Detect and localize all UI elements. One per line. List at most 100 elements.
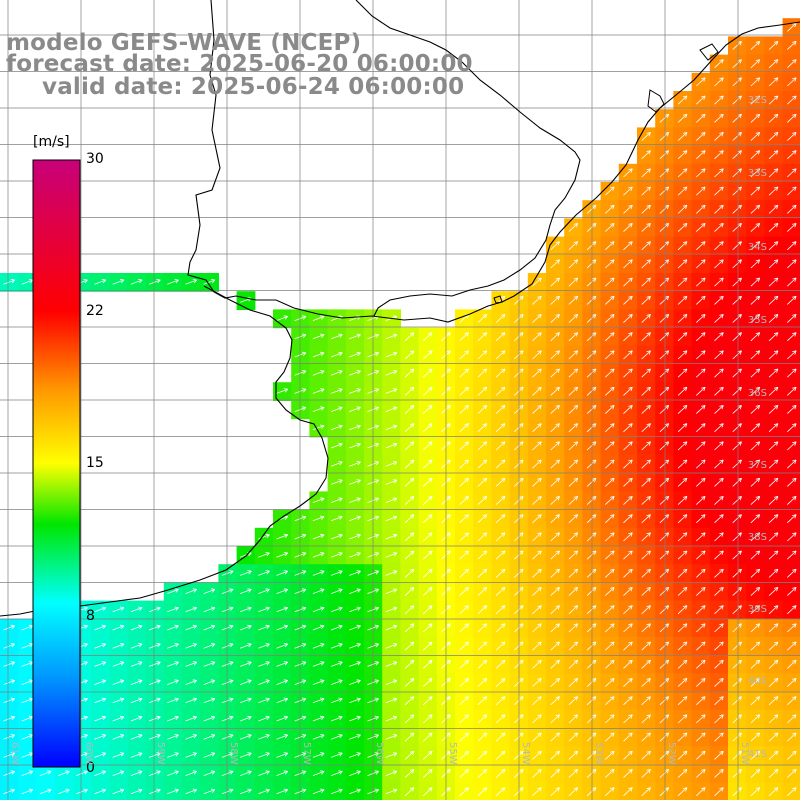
wind-speed-cell xyxy=(600,728,620,747)
wind-arrow-head xyxy=(10,661,15,663)
wind-arrow-head xyxy=(283,570,288,572)
wind-arrow-head xyxy=(557,714,560,719)
wind-arrow-head xyxy=(701,659,706,662)
wind-arrow-head xyxy=(539,623,542,628)
wind-arrow xyxy=(750,587,760,596)
wind-arrow-head xyxy=(667,387,670,392)
wind-arrow xyxy=(768,186,779,196)
wind-speed-cell xyxy=(746,746,765,765)
wind-arrow-head xyxy=(591,386,596,389)
wind-arrow-head xyxy=(794,732,797,737)
wind-arrow-head xyxy=(193,661,198,666)
wind-arrow-head xyxy=(519,496,524,498)
wind-arrow xyxy=(221,570,234,576)
wind-arrow-head xyxy=(739,587,742,592)
wind-arrow xyxy=(130,680,143,685)
wind-arrow xyxy=(568,532,578,542)
wind-arrow xyxy=(732,350,742,360)
wind-arrow xyxy=(696,623,706,633)
wind-arrow-head xyxy=(755,441,760,444)
wind-arrow-head xyxy=(555,732,560,735)
wind-arrow-head xyxy=(139,789,143,793)
wind-arrow-head xyxy=(646,496,651,498)
wind-arrow xyxy=(3,716,15,722)
wind-speed-cell xyxy=(400,400,420,420)
wind-arrow xyxy=(677,641,688,651)
wind-speed-cell xyxy=(491,655,511,674)
wind-arrow-head xyxy=(646,168,651,171)
wind-arrow-head xyxy=(84,279,88,284)
wind-arrow xyxy=(696,150,706,160)
wind-arrow xyxy=(568,259,578,269)
wind-arrow-head xyxy=(174,624,179,627)
wind-arrow-head xyxy=(392,788,397,790)
wind-speed-cell xyxy=(728,418,747,438)
wind-speed-cell xyxy=(709,127,729,147)
wind-arrow xyxy=(459,477,469,487)
wind-speed-cell xyxy=(728,254,747,274)
wind-arrow xyxy=(677,732,688,742)
wind-speed-cell xyxy=(527,764,547,784)
wind-arrow-head xyxy=(591,750,596,753)
wind-arrow xyxy=(312,661,325,667)
wind-arrow xyxy=(623,769,633,778)
wind-arrow-head xyxy=(247,297,252,299)
wind-arrow-head xyxy=(28,734,33,736)
wind-arrow xyxy=(677,605,688,615)
wind-arrow-head xyxy=(610,405,615,407)
wind-arrow-head xyxy=(667,769,670,774)
wind-arrow xyxy=(312,552,325,558)
wind-arrow xyxy=(477,423,487,433)
wind-arrow-head xyxy=(773,605,778,607)
wind-arrow-head xyxy=(392,515,397,517)
wind-arrow-head xyxy=(320,424,325,426)
wind-speed-cell xyxy=(473,564,492,583)
wind-arrow xyxy=(787,277,797,287)
wind-arrow-head xyxy=(646,441,651,444)
wind-arrow-head xyxy=(374,679,379,681)
wind-arrow-head xyxy=(576,296,579,301)
wind-arrow-head xyxy=(685,514,688,519)
wind-arrow xyxy=(495,605,506,615)
wind-arrow xyxy=(3,771,15,776)
wind-speed-cell xyxy=(691,455,711,474)
wind-speed-cell xyxy=(691,436,711,456)
wind-arrow xyxy=(495,550,506,560)
wind-arrow-head xyxy=(555,332,560,334)
wind-arrow xyxy=(459,332,469,342)
wind-speed-cell xyxy=(491,746,511,765)
wind-arrow xyxy=(21,789,34,795)
wind-arrow xyxy=(550,514,560,524)
wind-arrow-head xyxy=(573,368,578,371)
wind-arrow-head xyxy=(210,279,215,281)
wind-arrow-head xyxy=(628,496,633,498)
wind-arrow-head xyxy=(685,478,688,483)
wind-speed-cell xyxy=(455,764,474,784)
wind-arrow xyxy=(732,41,742,50)
wind-arrow-head xyxy=(591,332,596,334)
wind-arrow-head xyxy=(573,769,578,771)
valid-date: valid date: 2025-06-24 06:00:00 xyxy=(42,74,465,100)
wind-arrow-head xyxy=(591,314,596,316)
wind-speed-cell xyxy=(673,291,693,310)
wind-arrow-head xyxy=(591,568,596,571)
wind-arrow xyxy=(714,405,724,414)
wind-arrow xyxy=(167,643,179,649)
wind-arrow-head xyxy=(446,678,451,680)
wind-arrow xyxy=(423,423,433,433)
wind-speed-cell xyxy=(564,218,583,238)
wind-arrow-head xyxy=(229,679,234,681)
wind-arrow xyxy=(276,570,288,576)
wind-arrow-head xyxy=(375,716,380,721)
wind-arrow-head xyxy=(739,496,742,501)
wind-speed-cell xyxy=(673,163,693,183)
wind-arrow-head xyxy=(482,350,487,353)
wind-arrow-head xyxy=(630,696,633,701)
wind-arrow xyxy=(276,643,288,649)
wind-speed-cell xyxy=(455,509,474,529)
wind-arrow-head xyxy=(539,714,542,719)
colorbar-tick-0: 0 xyxy=(86,760,95,776)
wind-arrow xyxy=(605,386,615,396)
wind-arrow-head xyxy=(773,550,778,553)
wind-speed-cell xyxy=(691,728,711,747)
